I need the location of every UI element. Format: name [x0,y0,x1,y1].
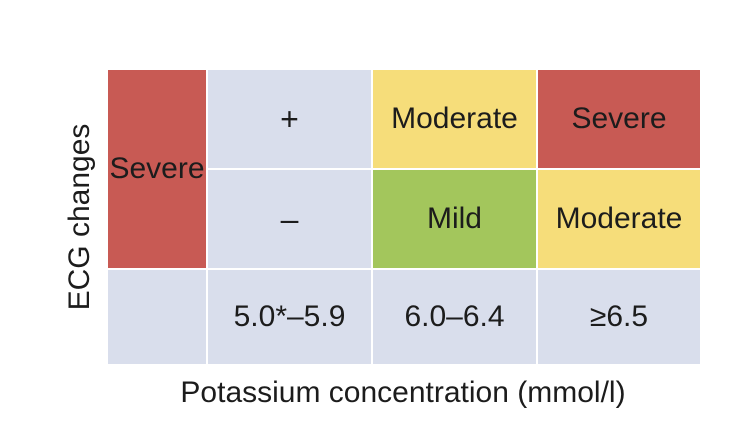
cell-range-3-both: Severe [108,70,206,268]
cell-plus-range-1: Moderate [373,70,536,168]
cell-minus-range-2: Moderate [538,170,700,268]
column-label-range-1: 5.0*–5.9 [208,270,371,364]
cell-minus-range-1: Mild [373,170,536,268]
y-axis-label: ECG changes [63,123,96,311]
column-label-range-2: 6.0–6.4 [373,270,536,364]
column-label-range-3: ≥6.5 [538,270,700,364]
corner-cell [108,270,206,364]
x-axis-label: Potassium concentration (mmol/l) [180,376,626,409]
row-label-minus: – [208,170,371,268]
cell-plus-range-2: Severe [538,70,700,168]
row-label-plus: + [208,70,371,168]
severity-grid: + Moderate Severe Severe – Mild Moderate… [108,70,700,364]
